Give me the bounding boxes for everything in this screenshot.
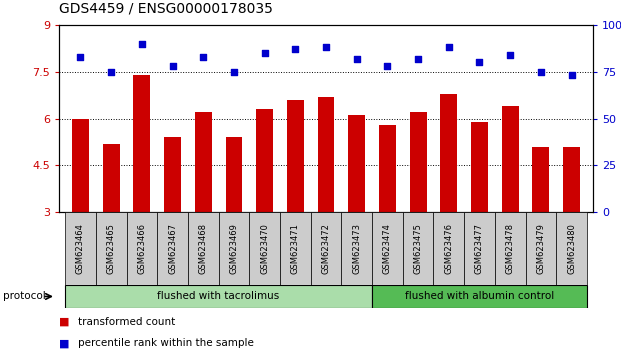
Bar — [372, 212, 403, 285]
Text: GSM623477: GSM623477 — [475, 223, 484, 274]
Point — [321, 45, 331, 50]
Text: GSM623480: GSM623480 — [567, 223, 576, 274]
Point — [198, 54, 208, 59]
Point — [536, 69, 546, 74]
Point — [137, 41, 147, 46]
Bar — [96, 212, 127, 285]
Point — [168, 63, 178, 69]
Bar — [464, 212, 495, 285]
Bar — [532, 147, 550, 212]
Text: flushed with tacrolimus: flushed with tacrolimus — [158, 291, 279, 302]
Bar — [433, 212, 464, 285]
Point — [444, 45, 454, 50]
Text: GSM623468: GSM623468 — [199, 223, 208, 274]
Text: GSM623465: GSM623465 — [107, 223, 116, 274]
Text: protocol: protocol — [3, 291, 46, 302]
Point — [383, 63, 392, 69]
Bar — [195, 112, 212, 212]
Bar — [287, 100, 304, 212]
Point — [291, 46, 301, 52]
Bar — [348, 115, 365, 212]
Text: GSM623467: GSM623467 — [168, 223, 177, 274]
Text: flushed with albumin control: flushed with albumin control — [405, 291, 554, 302]
Bar — [127, 212, 157, 285]
Bar — [471, 122, 488, 212]
Bar — [379, 125, 396, 212]
Text: GSM623464: GSM623464 — [76, 223, 85, 274]
Bar — [342, 212, 372, 285]
Bar — [440, 93, 457, 212]
Bar — [249, 212, 280, 285]
Text: GSM623469: GSM623469 — [229, 223, 238, 274]
Bar — [134, 75, 150, 212]
Bar — [280, 212, 310, 285]
Bar — [219, 212, 249, 285]
Text: percentile rank within the sample: percentile rank within the sample — [78, 338, 253, 348]
Text: ■: ■ — [59, 317, 70, 327]
Bar — [157, 212, 188, 285]
Text: GSM623470: GSM623470 — [260, 223, 269, 274]
Bar — [502, 106, 519, 212]
Bar — [410, 112, 427, 212]
Bar — [556, 212, 587, 285]
Bar — [72, 119, 89, 212]
Bar — [317, 97, 335, 212]
Bar — [102, 144, 120, 212]
Bar — [225, 137, 242, 212]
Text: GSM623472: GSM623472 — [322, 223, 330, 274]
Text: GSM623476: GSM623476 — [444, 223, 453, 274]
Text: ■: ■ — [59, 338, 70, 348]
Text: GSM623475: GSM623475 — [414, 223, 423, 274]
Bar — [525, 212, 556, 285]
Bar — [563, 147, 580, 212]
Text: GSM623473: GSM623473 — [352, 223, 361, 274]
Text: GSM623474: GSM623474 — [383, 223, 392, 274]
Bar — [372, 285, 587, 308]
Text: GSM623478: GSM623478 — [505, 223, 515, 274]
Bar — [164, 137, 181, 212]
Bar — [495, 212, 525, 285]
Point — [106, 69, 116, 74]
Point — [474, 59, 484, 65]
Bar — [310, 212, 342, 285]
Point — [260, 50, 270, 56]
Text: GSM623479: GSM623479 — [537, 223, 545, 274]
Text: GSM623466: GSM623466 — [137, 223, 147, 274]
Point — [76, 54, 86, 59]
Point — [351, 56, 361, 61]
Text: GSM623471: GSM623471 — [291, 223, 300, 274]
Bar — [403, 212, 433, 285]
Text: GDS4459 / ENSG00000178035: GDS4459 / ENSG00000178035 — [59, 2, 273, 16]
Bar — [256, 109, 273, 212]
Point — [566, 73, 576, 78]
Bar — [65, 285, 372, 308]
Text: transformed count: transformed count — [78, 317, 175, 327]
Point — [505, 52, 515, 58]
Bar — [65, 212, 96, 285]
Point — [413, 56, 423, 61]
Point — [229, 69, 239, 74]
Bar — [188, 212, 219, 285]
